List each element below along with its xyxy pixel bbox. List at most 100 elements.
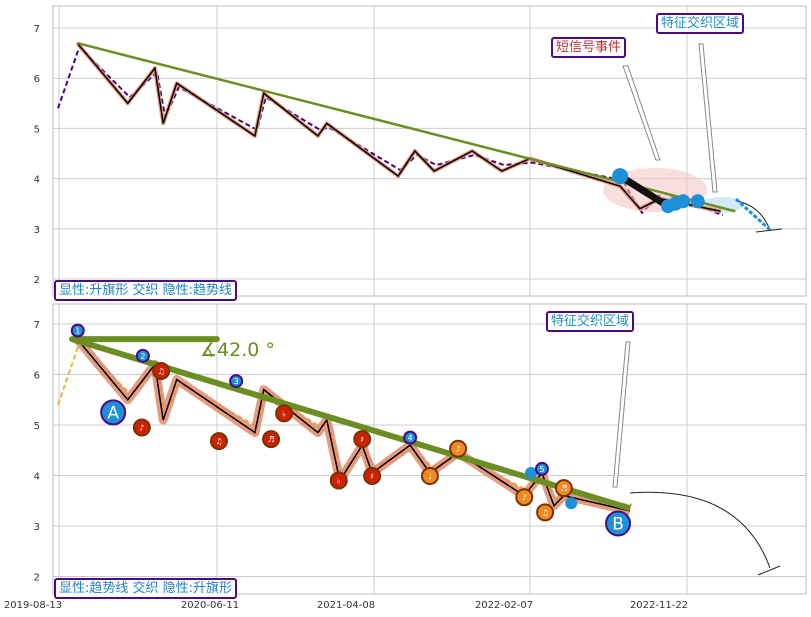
marker-circle	[152, 361, 171, 380]
angle-label: ∡42.0 °	[200, 339, 275, 361]
y-tick-label: 5	[34, 421, 40, 432]
zigzag-line	[76, 338, 631, 512]
marker-blue: 5	[534, 461, 549, 476]
marker-dot	[525, 466, 538, 479]
marker-circle	[100, 399, 127, 426]
x-tick-label: 2022-11-22	[630, 600, 688, 611]
y-tick-label: 3	[34, 522, 40, 533]
marker-blue: 2	[135, 348, 150, 363]
marker-circle	[363, 467, 382, 486]
projection-arc	[735, 200, 771, 231]
marker-red: ♫	[152, 361, 171, 380]
marker-blue: 4	[403, 430, 418, 445]
marker-label: A	[107, 403, 119, 423]
arrow-zone-bottom	[612, 341, 631, 488]
marker-circle	[209, 432, 228, 451]
zigzag-line	[76, 42, 721, 212]
marker-label: ♩	[428, 472, 432, 481]
zone-annotation-top: 特征交织区域	[656, 13, 745, 34]
marker-circle	[554, 479, 573, 498]
marker-label: ♯	[370, 472, 374, 481]
marker-circle	[536, 503, 555, 522]
marker-circle	[329, 471, 348, 490]
marker-label: ♫	[215, 437, 222, 446]
marker-orange: ♪	[515, 488, 534, 507]
marker-red: ♪	[132, 418, 151, 437]
marker-orange: ♪	[449, 439, 468, 458]
marker-red: ♬	[262, 430, 281, 449]
arrow-short-signal	[622, 65, 661, 161]
marker-circle	[229, 374, 244, 389]
marker-orange: ♩	[420, 467, 439, 486]
marker-bigblue: A	[100, 399, 127, 426]
x-tick-label: 2019-08-13	[4, 600, 62, 611]
marker-label: ♬	[267, 435, 274, 444]
marker-blue: 3	[229, 374, 244, 389]
marker-circle	[403, 430, 418, 445]
marker-circle	[449, 439, 468, 458]
x-tick-label: 2022-02-07	[475, 600, 533, 611]
x-tick-label: 2021-04-08	[317, 600, 375, 611]
event-dot	[612, 168, 629, 185]
y-tick-label: 3	[34, 225, 40, 236]
projection-line	[734, 197, 772, 232]
marker-red: ♫	[209, 432, 228, 451]
marker-label: ♪	[522, 493, 527, 502]
y-tick-label: 4	[34, 472, 40, 483]
marker-label: 1	[75, 327, 80, 336]
arrow-zone-top	[698, 43, 718, 193]
marker-label: B	[612, 514, 624, 534]
legend-top: 显性:升旗形 交织 隐性:趋势线	[54, 280, 238, 301]
marker-orange: ♬	[554, 479, 573, 498]
marker-orange: ♫	[536, 503, 555, 522]
event-dot	[676, 194, 691, 209]
marker-circle	[262, 430, 281, 449]
marker-circle	[565, 497, 578, 510]
marker-circle	[70, 323, 85, 338]
y-tick-label: 7	[34, 24, 40, 35]
marker-label: ♬	[560, 484, 567, 493]
marker-label: 2	[140, 352, 145, 361]
y-tick-label: 6	[34, 371, 40, 382]
y-tick-label: 4	[34, 175, 40, 186]
marker-label: 5	[539, 465, 544, 474]
marker-label: 3	[234, 377, 239, 386]
marker-red: ♯	[353, 430, 372, 449]
projection-tick-bottom	[757, 565, 781, 576]
marker-circle	[132, 418, 151, 437]
marker-circle	[515, 488, 534, 507]
marker-red: ♭	[329, 471, 348, 490]
projection-arc-bottom	[629, 491, 771, 569]
projection-tick	[755, 228, 783, 233]
marker-red: ♭	[275, 404, 294, 423]
legend-bottom: 显性:趋势线 交织 隐性:升旗形	[54, 578, 238, 599]
x-tick-label: 2020-06-11	[181, 600, 239, 611]
y-tick-label: 6	[34, 74, 40, 85]
marker-circle	[534, 461, 549, 476]
marker-label: ♫	[542, 508, 549, 517]
marker-blue: 1	[70, 323, 85, 338]
y-tick-label: 5	[34, 124, 40, 135]
marker-circle	[275, 404, 294, 423]
marker-circle	[353, 430, 372, 449]
y-tick-label: 2	[34, 275, 40, 286]
marker-label: ♪	[456, 445, 461, 454]
marker-label: ♪	[139, 424, 144, 433]
marker-circle	[420, 467, 439, 486]
marker-circle	[525, 466, 538, 479]
panel-frame-0	[52, 5, 807, 297]
marker-red: ♯	[363, 467, 382, 486]
y-tick-label: 7	[34, 320, 40, 331]
zone-annotation-bottom: 特征交织区域	[546, 311, 635, 332]
marker-circle	[135, 348, 150, 363]
y-tick-label: 2	[34, 573, 40, 584]
marker-label: 4	[408, 434, 413, 443]
event-dot	[690, 194, 705, 209]
marker-label: ♫	[158, 367, 165, 376]
short-signal-annotation: 短信号事件	[551, 37, 627, 58]
short-signal-segment	[618, 173, 670, 210]
marker-label: ♭	[282, 409, 286, 418]
marker-dot	[565, 497, 578, 510]
